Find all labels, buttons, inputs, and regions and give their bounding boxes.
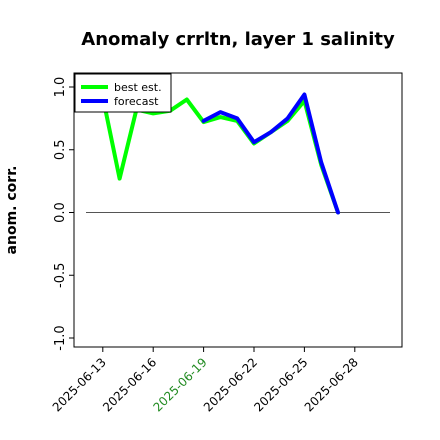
y-axis-label: anom. corr.: [4, 166, 20, 255]
y-tick-label: -0.5: [53, 263, 68, 288]
y-tick-label: 0.5: [53, 139, 68, 160]
x-axis: 2025-06-132025-06-162025-06-192025-06-22…: [50, 347, 361, 414]
legend: best est. forecast: [74, 73, 172, 113]
series-layer: [84, 92, 340, 215]
x-tick-label: 2025-06-28: [302, 355, 361, 414]
legend-box: [74, 73, 172, 113]
series-line-forecast: [201, 92, 340, 215]
y-tick-label: 0.0: [53, 202, 68, 223]
plot-frame: [73, 72, 403, 348]
series-line-best-est: [84, 93, 340, 215]
y-tick-label: 1.0: [53, 77, 68, 98]
y-axis: 1.0 0.5 0.0 -0.5 -1.0: [53, 77, 74, 351]
y-tick-label: -1.0: [53, 325, 68, 350]
legend-label-best-est: best est.: [114, 81, 162, 94]
legend-label-forecast: forecast: [114, 95, 159, 108]
chart-title: Anomaly crrltn, layer 1 salinity: [81, 29, 395, 50]
